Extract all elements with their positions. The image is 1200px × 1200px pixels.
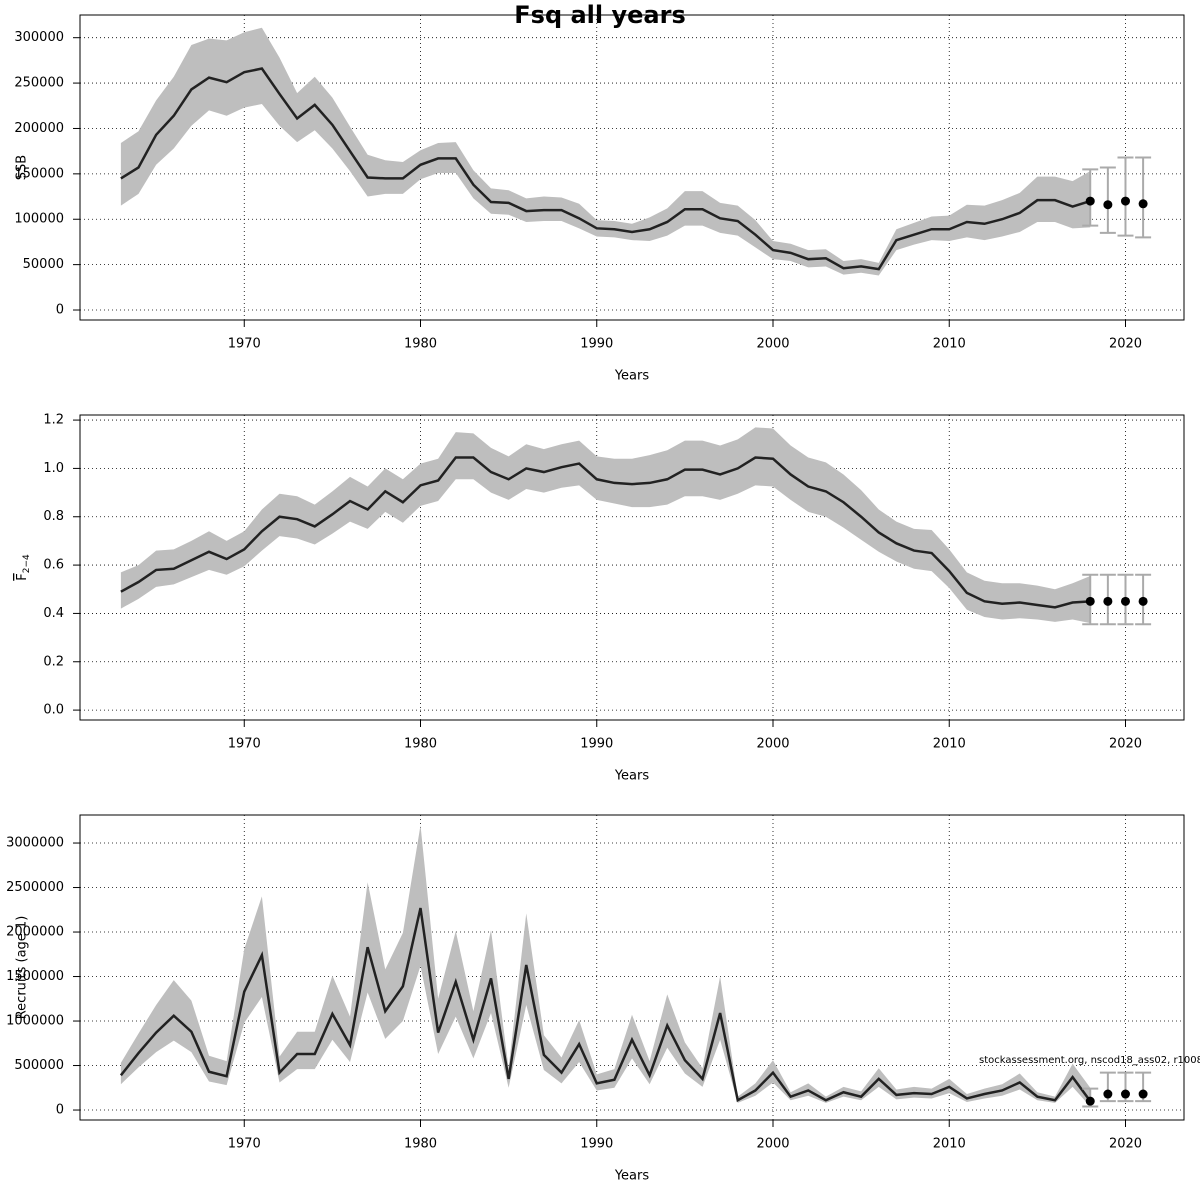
y-axis-label: F2−4 [15, 554, 32, 581]
error-bar [1135, 156, 1152, 239]
y-tick-label: 0 [56, 303, 64, 318]
x-tick-label: 2020 [1109, 737, 1142, 752]
forecast-point [1103, 200, 1113, 210]
y-axis-label-main: F [15, 573, 30, 580]
figure-title: Fsq all years [514, 1, 685, 29]
y-tick-label: 100000 [14, 212, 64, 227]
x-tick-label: 2020 [1109, 1137, 1142, 1152]
x-tick-label: 1990 [580, 337, 613, 352]
x-tick-label: 2000 [756, 737, 789, 752]
y-tick-label: 1500000 [6, 969, 64, 984]
plot-frame [79, 414, 1185, 721]
x-axis-label: Years [614, 369, 650, 384]
error-bar [1099, 166, 1116, 234]
x-tick-label: 2010 [933, 337, 966, 352]
forecast-point [1138, 596, 1148, 606]
x-tick-label: 2020 [1109, 337, 1142, 352]
y-tick-label: 0.2 [43, 654, 64, 669]
forecast-point [1085, 196, 1095, 206]
y-tick-label: 2000000 [6, 925, 64, 940]
y-tick-label: 0.6 [43, 558, 64, 573]
forecast-point [1120, 596, 1130, 606]
forecast-point [1120, 196, 1130, 206]
y-axis-label-sub: 2−4 [22, 554, 32, 573]
x-tick-label: 2010 [933, 1137, 966, 1152]
x-axis-label: Years [614, 1169, 650, 1184]
estimate-line [120, 67, 1091, 271]
x-tick-label: 1980 [404, 337, 437, 352]
x-tick-label: 1970 [228, 337, 261, 352]
x-tick-label: 2010 [933, 737, 966, 752]
y-tick-label: 3000000 [6, 836, 64, 851]
forecast-point [1085, 1096, 1095, 1106]
y-axis-label: Recruits (age 1) [15, 916, 30, 1020]
y-tick-label: 0.8 [43, 509, 64, 524]
forecast-point [1103, 1089, 1113, 1099]
x-tick-label: 1990 [580, 1137, 613, 1152]
y-tick-label: 1.0 [43, 461, 64, 476]
y-tick-label: 250000 [14, 76, 64, 91]
x-tick-label: 2000 [756, 337, 789, 352]
x-tick-label: 1980 [404, 737, 437, 752]
error-bar [1117, 156, 1134, 237]
confidence-band [120, 27, 1091, 276]
x-axis-label: Years [614, 769, 650, 784]
y-tick-label: 0 [56, 1103, 64, 1118]
estimate-line [120, 456, 1091, 609]
x-tick-label: 1970 [228, 1137, 261, 1152]
y-tick-label: 0.0 [43, 703, 64, 718]
y-tick-label: 150000 [14, 166, 64, 181]
x-tick-label: 1990 [580, 737, 613, 752]
x-tick-label: 2000 [756, 1137, 789, 1152]
y-tick-label: 200000 [14, 121, 64, 136]
y-tick-label: 50000 [23, 257, 64, 272]
confidence-band [120, 825, 1091, 1107]
estimate-line [119, 907, 1092, 1103]
y-tick-label: 2500000 [6, 880, 64, 895]
plot-frame [79, 14, 1185, 321]
x-tick-label: 1980 [404, 1137, 437, 1152]
y-tick-label: 0.4 [43, 606, 64, 621]
forecast-point [1103, 596, 1113, 606]
forecast-point [1138, 199, 1148, 209]
y-axis-label: SSB [15, 155, 30, 180]
x-tick-label: 1970 [228, 737, 261, 752]
y-tick-label: 1000000 [6, 1014, 64, 1029]
forecast-point [1120, 1089, 1130, 1099]
confidence-band [120, 427, 1091, 624]
y-tick-label: 300000 [14, 30, 64, 45]
forecast-point [1138, 1089, 1148, 1099]
annotation: stockassessment.org, nscod18_ass02, r100… [979, 1055, 1200, 1066]
plot-frame [79, 814, 1185, 1121]
y-tick-label: 500000 [14, 1058, 64, 1073]
forecast-point [1085, 596, 1095, 606]
y-tick-label: 1.2 [43, 413, 64, 428]
